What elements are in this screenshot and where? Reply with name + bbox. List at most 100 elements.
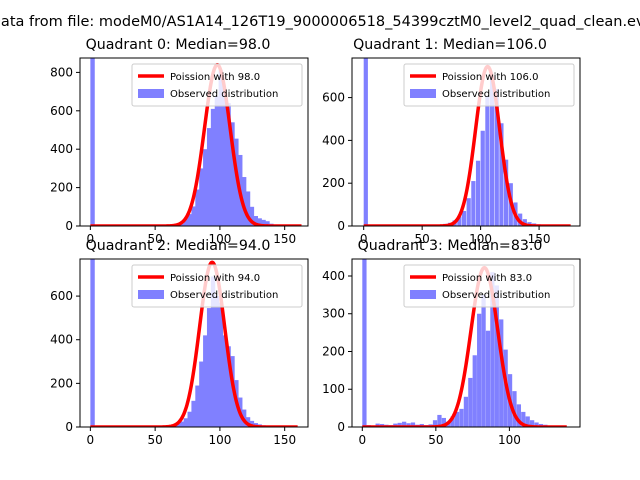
quadrant-1-panel: Quadrant 1: Median=106.0 0 50 100 150 0 200 40… xyxy=(322,37,581,246)
legend-bar-swatch xyxy=(410,290,436,299)
quadrant-0-histogram-bar xyxy=(253,216,258,226)
quadrant-2-xtick-label: 50 xyxy=(147,433,162,447)
quadrant-3-histogram-bar xyxy=(499,319,504,427)
quadrant-3-histogram-bar xyxy=(512,391,517,427)
quadrant-3-histogram-bar xyxy=(534,422,539,427)
quadrant-3-histogram-bar xyxy=(485,330,491,427)
quadrant-3-ytick-label: 400 xyxy=(322,269,345,283)
quadrant-3-histogram-bar xyxy=(432,420,438,427)
quadrant-1-histogram-bar xyxy=(461,211,467,226)
quadrant-3-histogram-bar xyxy=(525,416,530,427)
quadrant-3-histogram-bar xyxy=(454,411,460,427)
quadrant-3-axes-frame xyxy=(351,258,581,428)
quadrant-3-xtick-label: 50 xyxy=(428,433,443,447)
quadrant-3-ytick-label: 300 xyxy=(322,307,345,321)
quadrant-2-panel: 0 50 100 150 0 200 400 600 Poission with 94.0 Obs… xyxy=(50,258,309,447)
quadrant-3-histogram-bar xyxy=(521,411,526,427)
quadrant-0-ytick-label: 600 xyxy=(50,104,73,118)
quadrant-1-histogram-bar xyxy=(457,216,462,226)
quadrant-1-xtick-label: 50 xyxy=(415,232,430,246)
quadrant-2-histogram-bar xyxy=(222,335,227,427)
quadrant-0-histogram-bar xyxy=(183,218,189,226)
quadrant-0-xtick-label: 50 xyxy=(147,232,162,246)
quadrant-2-histogram-bar xyxy=(214,296,220,427)
legend-line-label: Poission with 98.0 xyxy=(170,72,260,83)
quadrant-3-ytick-label: 100 xyxy=(322,382,345,396)
quadrant-0-histogram-bar xyxy=(261,219,266,226)
quadrant-0-histogram-bar xyxy=(226,103,231,226)
quadrant-2-histogram-bar xyxy=(195,385,200,427)
quadrant-0-xtick-label: 150 xyxy=(273,232,296,246)
quadrant-0-histogram-bar xyxy=(230,122,235,226)
quadrant-0-histogram-bar xyxy=(241,177,247,226)
quadrant-1-axes-frame xyxy=(351,57,581,227)
quadrant-2-axes-frame xyxy=(79,258,309,428)
quadrant-0-xtick-label: 0 xyxy=(87,232,95,246)
quadrant-2-histogram-bar xyxy=(210,276,216,427)
legend-bar-label: Observed distribution xyxy=(170,89,278,100)
quadrant-2-ytick-label: 0 xyxy=(65,420,73,434)
quadrant-2-xtick-label: 150 xyxy=(273,433,296,447)
quadrant-2-ytick-label: 200 xyxy=(50,376,73,390)
quadrant-3-xtick-label: 0 xyxy=(358,433,366,447)
quadrant-0-histogram-bar xyxy=(203,149,208,226)
legend-bar-label: Observed distribution xyxy=(170,290,278,301)
quadrant-2-title: Quadrant 2: Median=94.0 xyxy=(86,238,271,254)
legend-bar-swatch xyxy=(410,89,436,98)
quadrant-2-histogram-bar xyxy=(175,423,181,427)
quadrant-3-histogram-bar xyxy=(406,423,411,427)
quadrant-3-ytick-label: 200 xyxy=(322,344,345,358)
quadrant-2-histogram-bar xyxy=(218,302,224,427)
quadrant-2-ytick-label: 400 xyxy=(50,333,73,347)
quadrant-1-histogram-bar xyxy=(363,58,368,226)
quadrant-0-histogram-bar xyxy=(265,221,270,226)
quadrant-0-title: Quadrant 0: Median=98.0 xyxy=(86,37,271,53)
quadrant-0-histogram-bar xyxy=(90,58,95,226)
legend-line-label: Poission with 94.0 xyxy=(170,273,260,284)
quadrant-2-xtick-label: 0 xyxy=(87,433,95,447)
quadrant-0-histogram-bar xyxy=(249,206,255,226)
quadrant-0-ytick-label: 400 xyxy=(50,142,73,156)
quadrant-1-ytick-label: 200 xyxy=(322,176,345,190)
quadrant-1-xtick-label: 100 xyxy=(469,232,492,246)
quadrant-1-xtick-label: 150 xyxy=(528,232,551,246)
quadrant-2-histogram-bar xyxy=(90,259,95,427)
quadrant-2-histogram-bar xyxy=(226,346,231,427)
quadrant-3-histogram-bar xyxy=(362,259,367,427)
quadrant-1-histogram-bar xyxy=(494,89,499,226)
quadrant-0-histogram-bar xyxy=(187,214,192,226)
figure-suptitle: Data from file: modeM0/AS1A14_126T19_900… xyxy=(0,14,640,30)
legend-line-label: Poission with 106.0 xyxy=(442,72,538,83)
quadrant-0-histogram-bar xyxy=(245,191,251,226)
quadrant-1-legend: Poission with 106.0 Observed distribution xyxy=(403,63,575,107)
quadrant-0-histogram-bar xyxy=(218,70,224,226)
quadrant-3-histogram-bar xyxy=(397,422,402,427)
quadrant-1-histogram-bar xyxy=(466,198,471,226)
quadrant-2-histogram-bar xyxy=(249,420,255,427)
legend-bar-label: Observed distribution xyxy=(442,290,550,301)
quadrant-3-histogram-bar xyxy=(437,414,442,427)
quadrant-1-histogram-bar xyxy=(489,76,495,226)
quadrant-0-plot-area xyxy=(89,58,303,226)
quadrant-2-histogram-bar xyxy=(187,411,192,427)
legend-bar-label: Observed distribution xyxy=(442,89,550,100)
quadrant-0-histogram-bar xyxy=(222,91,227,226)
quadrant-2-histogram-bar xyxy=(206,308,212,427)
quadrant-0-ytick-label: 800 xyxy=(50,65,73,79)
quadrant-3-ytick-label: 0 xyxy=(337,420,345,434)
quadrant-2-histogram-bar xyxy=(179,421,185,427)
quadrant-1-histogram-bar xyxy=(475,160,481,226)
quadrant-0-histogram-bar xyxy=(199,168,204,226)
quadrant-3-legend: Poission with 83.0 Observed distribution xyxy=(403,264,575,308)
quadrant-0-histogram-bar xyxy=(210,108,216,226)
legend-line-label: Poission with 83.0 xyxy=(442,273,532,284)
legend-bar-swatch xyxy=(138,89,164,98)
quadrant-2-histogram-bar xyxy=(183,418,189,427)
quadrant-1-title: Quadrant 1: Median=106.0 xyxy=(353,37,547,53)
quadrant-2-histogram-bar xyxy=(191,400,196,427)
quadrant-0-histogram-bar xyxy=(257,218,262,226)
quadrant-2-histogram-bar xyxy=(203,335,208,427)
quadrant-3-title: Quadrant 3: Median=83.0 xyxy=(358,238,543,254)
quadrant-3-histogram-bar xyxy=(516,404,522,427)
